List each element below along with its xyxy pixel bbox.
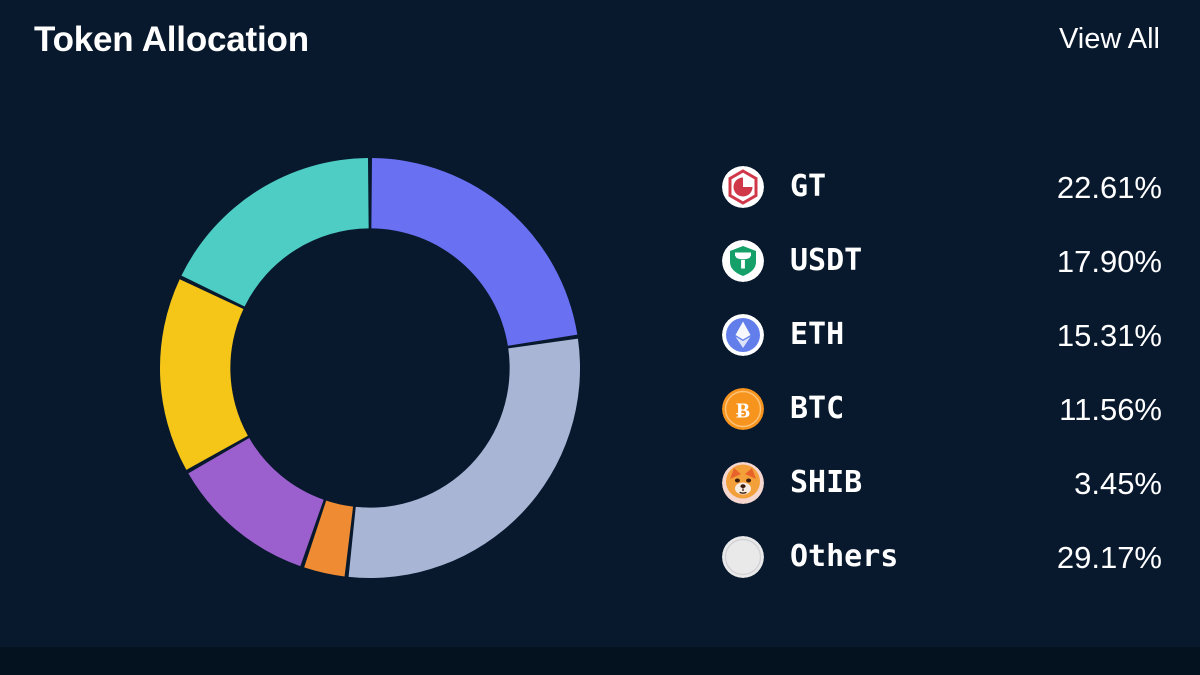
legend-row-btc[interactable]: Ƀ BTC 11.56%	[722, 372, 1162, 446]
legend-percent: 3.45%	[1074, 465, 1162, 501]
btc-token-icon: Ƀ	[722, 388, 764, 430]
token-allocation-legend: GT 22.61% USDT 17.90% ETH 15.31% Ƀ BTC 11.56% SHI…	[722, 150, 1162, 594]
card-header: Token Allocation View All	[0, 0, 1200, 78]
legend-row-gt[interactable]: GT 22.61%	[722, 150, 1162, 224]
legend-symbol: USDT	[790, 243, 863, 278]
donut-segment-shib[interactable]	[304, 500, 354, 577]
legend-row-others[interactable]: Others 29.17%	[722, 520, 1162, 594]
legend-percent: 17.90%	[1056, 243, 1162, 279]
bottom-strip	[0, 647, 1200, 675]
donut-segments	[160, 158, 580, 578]
legend-symbol: Others	[790, 539, 899, 574]
legend-symbol: ETH	[790, 317, 845, 352]
eth-token-icon	[722, 314, 764, 356]
legend-percent: 22.61%	[1056, 169, 1162, 205]
svg-text:Ƀ: Ƀ	[736, 399, 750, 423]
legend-symbol: BTC	[790, 391, 845, 426]
view-all-link[interactable]: View All	[1058, 22, 1160, 55]
legend-percent: 11.56%	[1059, 391, 1162, 427]
others-token-icon	[722, 536, 764, 578]
usdt-token-icon	[722, 240, 764, 282]
legend-symbol: GT	[790, 169, 827, 204]
legend-row-shib[interactable]: SHIB 3.45%	[722, 446, 1162, 520]
donut-svg	[160, 158, 580, 578]
donut-segment-btc[interactable]	[188, 438, 324, 567]
page-title: Token Allocation	[34, 19, 309, 59]
donut-segment-eth[interactable]	[160, 279, 248, 470]
token-allocation-donut-chart	[150, 148, 590, 588]
legend-row-usdt[interactable]: USDT 17.90%	[722, 224, 1162, 298]
legend-percent: 29.17%	[1056, 539, 1162, 575]
shib-token-icon	[722, 462, 764, 504]
donut-segment-gt[interactable]	[371, 158, 578, 346]
legend-row-eth[interactable]: ETH 15.31%	[722, 298, 1162, 372]
legend-percent: 15.31%	[1056, 317, 1162, 353]
gt-token-icon	[722, 166, 764, 208]
donut-segment-others[interactable]	[348, 338, 580, 578]
legend-symbol: SHIB	[790, 465, 863, 500]
donut-segment-usdt[interactable]	[181, 158, 369, 307]
